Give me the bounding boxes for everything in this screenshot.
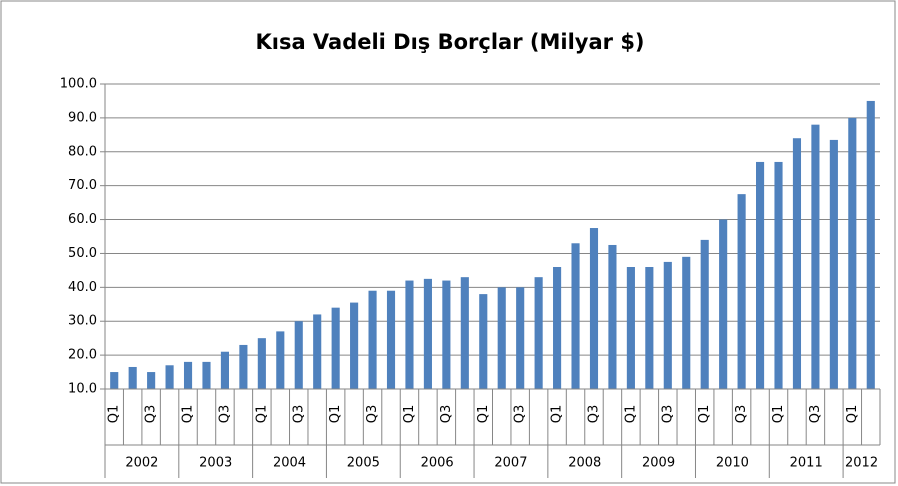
x-tick-label: Q1 — [771, 405, 786, 424]
x-group-label: 2012 — [845, 456, 878, 471]
y-tick-label: 50.0 — [68, 246, 97, 261]
x-tick-label: Q1 — [476, 405, 491, 424]
bar — [331, 307, 340, 389]
bar — [516, 287, 525, 389]
x-group-label: 2002 — [125, 456, 158, 471]
x-tick-label: Q1 — [550, 405, 565, 424]
bar — [276, 331, 285, 389]
y-tick-label: 20.0 — [68, 348, 97, 363]
bar — [350, 302, 359, 389]
x-tick-label: Q3 — [808, 405, 823, 424]
bar — [368, 290, 377, 389]
x-tick-label: Q3 — [144, 405, 159, 424]
x-group-label: 2006 — [421, 456, 454, 471]
y-tick-label: 40.0 — [68, 280, 97, 295]
x-group-label: 2003 — [199, 456, 232, 471]
bar — [682, 256, 691, 389]
bar — [626, 267, 635, 389]
x-tick-label: Q3 — [439, 405, 454, 424]
x-group-label: 2005 — [347, 456, 380, 471]
bar — [866, 100, 875, 389]
x-group-label: 2011 — [790, 456, 823, 471]
x-group-label: 2010 — [716, 456, 749, 471]
bar — [147, 372, 156, 389]
bar — [128, 366, 137, 389]
bar — [202, 361, 211, 389]
bar — [663, 261, 672, 389]
bar — [645, 267, 654, 389]
bar — [571, 243, 580, 389]
x-group-label: 2009 — [642, 456, 675, 471]
bar — [239, 344, 248, 389]
x-tick-label: Q3 — [734, 405, 749, 424]
bar — [313, 314, 322, 389]
x-tick-label: Q1 — [181, 405, 196, 424]
y-tick-label: 60.0 — [68, 212, 97, 227]
bar — [165, 365, 174, 389]
x-tick-label: Q3 — [586, 405, 601, 424]
x-tick-label: Q1 — [402, 405, 417, 424]
bar — [608, 244, 617, 389]
bar — [553, 267, 562, 389]
bar — [442, 280, 451, 389]
y-tick-label: 30.0 — [68, 314, 97, 329]
bar — [110, 372, 119, 389]
x-group-label: 2007 — [494, 456, 527, 471]
bar — [257, 338, 266, 389]
bar — [719, 219, 728, 389]
y-tick-label: 80.0 — [68, 144, 97, 159]
x-tick-label: Q1 — [623, 405, 638, 424]
bar — [497, 287, 506, 389]
bar — [737, 194, 746, 389]
x-group-label: 2004 — [273, 456, 306, 471]
bar — [756, 161, 765, 389]
x-tick-label: Q3 — [660, 405, 675, 424]
bar — [534, 277, 543, 389]
bar — [774, 161, 783, 389]
bar — [792, 138, 802, 389]
bar — [220, 351, 229, 389]
x-tick-label: Q1 — [107, 405, 122, 424]
bar — [811, 124, 820, 390]
y-tick-label: 10.0 — [68, 382, 97, 397]
x-group-label: 2008 — [568, 456, 601, 471]
x-tick-label: Q3 — [217, 405, 232, 424]
x-tick-label: Q1 — [328, 405, 343, 424]
y-tick-label: 70.0 — [68, 178, 97, 193]
x-tick-label: Q1 — [254, 405, 269, 424]
bar — [405, 280, 414, 389]
bar — [829, 139, 838, 389]
bar — [479, 294, 488, 389]
x-tick-label: Q3 — [513, 405, 528, 424]
x-tick-label: Q1 — [845, 405, 860, 424]
bar — [386, 290, 396, 389]
bar — [183, 361, 193, 389]
bar — [294, 321, 303, 389]
bar — [848, 117, 857, 389]
chart-title: Kısa Vadeli Dış Borçlar (Milyar $) — [255, 30, 644, 54]
x-tick-label: Q3 — [365, 405, 380, 424]
x-tick-label: Q3 — [291, 405, 306, 424]
bar — [700, 239, 709, 389]
y-tick-label: 100.0 — [60, 77, 97, 92]
x-tick-label: Q1 — [697, 405, 712, 424]
bar — [460, 277, 469, 389]
y-tick-label: 90.0 — [68, 110, 97, 125]
bar — [589, 228, 599, 389]
bar — [423, 278, 432, 389]
